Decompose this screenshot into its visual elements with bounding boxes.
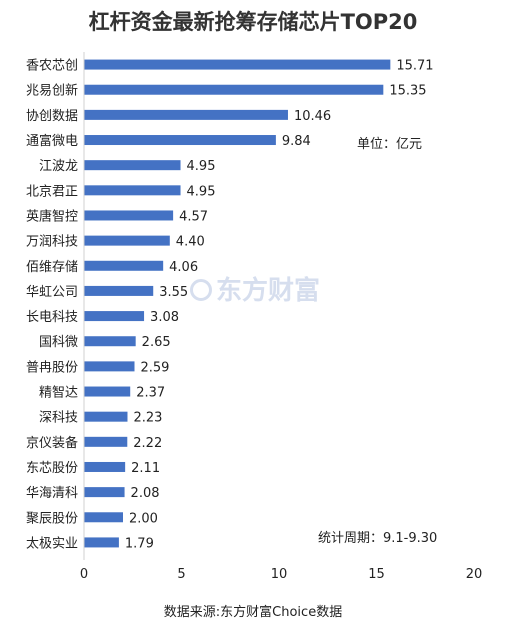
- bar: [84, 160, 181, 171]
- category-label: 华海清科: [26, 486, 78, 501]
- data-label: 3.55: [159, 285, 188, 300]
- category-label: 兆易创新: [26, 83, 78, 99]
- data-label: 1.79: [125, 536, 154, 551]
- bar: [84, 185, 181, 196]
- data-label: 4.06: [169, 260, 198, 275]
- x-tick-label: 10: [271, 567, 288, 582]
- period-note: 统计周期：9.1-9.30: [318, 531, 438, 546]
- bar: [84, 59, 391, 70]
- category-label: 长电科技: [26, 310, 78, 325]
- bar: [84, 260, 164, 271]
- category-label: 协创数据: [26, 109, 78, 124]
- data-label: 2.37: [136, 386, 165, 401]
- bar: [84, 461, 126, 472]
- bar: [84, 235, 170, 246]
- x-tick-label: 0: [80, 567, 88, 582]
- source-note: 数据来源:东方财富Choice数据: [163, 605, 343, 620]
- category-label: 英唐智控: [26, 208, 78, 224]
- bar: [84, 386, 131, 397]
- bar: [84, 487, 125, 498]
- category-label: 香农芯创: [26, 59, 78, 74]
- category-label: 东芯股份: [26, 461, 78, 476]
- category-label: 精智达: [39, 386, 78, 401]
- watermark-text: 东方财富: [216, 276, 321, 306]
- category-label: 通富微电: [26, 133, 78, 149]
- data-label: 2.22: [133, 436, 162, 451]
- data-label: 2.59: [141, 360, 170, 375]
- data-label: 4.95: [187, 159, 216, 174]
- x-tick-label: 20: [466, 567, 483, 582]
- watermark-logo-icon: [190, 279, 212, 301]
- bar: [84, 84, 384, 95]
- data-label: 3.08: [150, 310, 179, 325]
- category-label: 佰维存储: [26, 260, 78, 275]
- bar: [84, 512, 123, 523]
- data-label: 10.46: [294, 109, 331, 124]
- data-label: 2.00: [129, 511, 158, 526]
- category-label: 北京君正: [26, 184, 78, 199]
- category-label: 国科微: [39, 335, 78, 350]
- watermark: 东方财富: [190, 270, 320, 307]
- bar: [84, 411, 128, 422]
- unit-note: 单位：亿元: [357, 137, 423, 152]
- data-label: 2.08: [131, 486, 160, 501]
- category-label: 华虹公司: [26, 285, 78, 300]
- bar: [84, 210, 174, 221]
- bar: [84, 537, 119, 548]
- category-label: 太极实业: [26, 536, 78, 551]
- data-label: 9.84: [282, 134, 311, 149]
- bar: [84, 311, 145, 322]
- data-label: 4.57: [179, 209, 208, 224]
- x-tick-label: 15: [368, 567, 385, 582]
- x-tick-label: 5: [177, 567, 185, 582]
- data-label: 4.40: [176, 235, 205, 250]
- category-label: 万润科技: [26, 235, 78, 250]
- category-label: 京仪装备: [26, 435, 78, 451]
- bar: [84, 336, 136, 347]
- bar: [84, 436, 128, 447]
- data-label: 2.11: [131, 461, 160, 476]
- bar: [84, 361, 135, 372]
- category-label: 深科技: [39, 411, 78, 426]
- bar: [84, 109, 288, 120]
- data-label: 2.65: [142, 335, 171, 350]
- bar: [84, 285, 154, 296]
- data-label: 15.71: [396, 59, 433, 74]
- chart-title: 杠杆资金最新抢筹存储芯片TOP20: [88, 10, 418, 34]
- data-label: 15.35: [389, 84, 426, 99]
- category-label: 江波龙: [39, 159, 78, 174]
- data-label: 2.23: [133, 411, 162, 426]
- category-label: 普冉股份: [26, 360, 78, 375]
- category-label: 聚辰股份: [26, 511, 78, 526]
- bar: [84, 135, 276, 146]
- data-label: 4.95: [187, 184, 216, 199]
